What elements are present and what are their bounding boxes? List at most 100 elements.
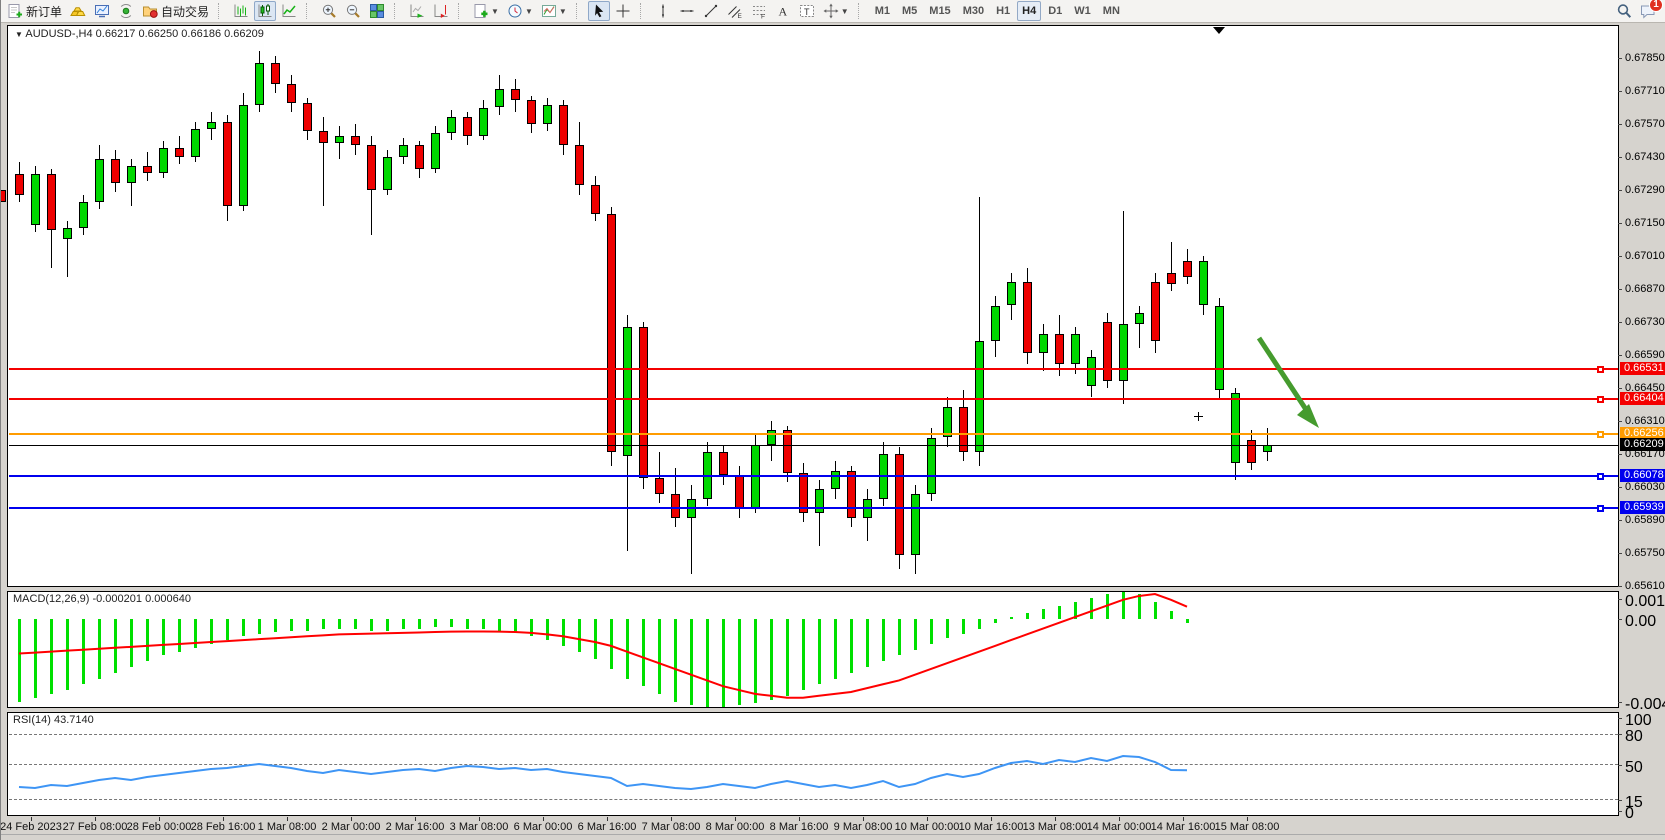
time-axis-label[interactable]: 3 Mar 08:00 (449, 821, 509, 833)
macd-histogram-bar (210, 619, 213, 644)
period-button[interactable]: ▼ (504, 1, 536, 21)
time-axis-label[interactable]: 9 Mar 08:00 (833, 821, 893, 833)
macd-axis-tick (1618, 599, 1622, 600)
macd-histogram-bar (946, 619, 949, 639)
zoom-out-button[interactable] (342, 1, 364, 21)
toolbar-separator (458, 3, 465, 19)
timeframe-h4-button[interactable]: H4 (1017, 1, 1042, 21)
trendline-button[interactable] (700, 1, 722, 21)
candle-body (1231, 392, 1240, 464)
time-axis-label[interactable]: 27 Feb 08:00 (62, 821, 128, 833)
label-button[interactable]: T (796, 1, 818, 21)
candles-chart-button[interactable] (254, 1, 277, 21)
macd-histogram-bar (530, 619, 533, 637)
line-chart-button[interactable] (278, 1, 300, 21)
time-axis-tick (863, 817, 864, 821)
level-line-pivot[interactable] (9, 432, 1618, 435)
notifications-button[interactable]: 1 (1637, 0, 1663, 21)
time-axis-label[interactable]: 14 Mar 00:00 (1086, 821, 1152, 833)
level-line-handle[interactable] (1597, 472, 1604, 480)
search-button[interactable] (1613, 1, 1635, 21)
bars-chart-button[interactable] (230, 1, 252, 21)
channel-button[interactable]: E (724, 1, 746, 21)
level-line-resistance[interactable] (9, 397, 1618, 400)
autotrade-button[interactable]: 自动交易 (139, 1, 212, 21)
chart-shift-button[interactable] (430, 1, 452, 21)
auto-scroll-button[interactable] (406, 1, 428, 21)
svg-text:E: E (737, 13, 742, 19)
level-line-handle[interactable] (1597, 365, 1604, 373)
gold-button[interactable] (67, 1, 89, 21)
candle-body (1119, 324, 1128, 381)
timeframe-mn-button[interactable]: MN (1102, 5, 1120, 17)
crosshair-button[interactable] (612, 1, 634, 21)
price-axis-label: 0.65750 (1625, 547, 1665, 559)
rsi-label: RSI(14) 43.7140 (13, 714, 94, 726)
level-line-support[interactable] (9, 507, 1618, 510)
timeframe-m30-button[interactable]: M30 (962, 5, 985, 17)
tile-windows-button[interactable] (366, 1, 388, 21)
timeframe-m1-button[interactable]: M1 (874, 5, 890, 17)
chart-menu-icon[interactable]: ▼ (15, 30, 23, 39)
level-line-handle[interactable] (1597, 430, 1604, 438)
rsi-axis-label: 50 (1625, 759, 1643, 776)
fibonacci-button[interactable]: F (748, 1, 770, 21)
candle-wick (1123, 211, 1124, 405)
time-axis-label[interactable]: 6 Mar 00:00 (513, 821, 573, 833)
candle-wick (1139, 305, 1140, 348)
signals-button[interactable] (115, 1, 137, 21)
cursor-button[interactable] (587, 1, 610, 21)
new-order-button[interactable]: 新订单 (4, 1, 65, 21)
price-axis-label: 0.67430 (1625, 151, 1665, 163)
candle-wick (1171, 241, 1172, 292)
shapes-button[interactable]: ▼ (820, 1, 852, 21)
horizontal-line-button[interactable] (676, 1, 698, 21)
candle-body (399, 145, 408, 157)
shapes-icon (823, 3, 839, 19)
time-axis-label[interactable]: 8 Mar 00:00 (705, 821, 765, 833)
macd-histogram-bar (562, 619, 565, 646)
time-axis-tick (735, 817, 736, 821)
time-axis-label[interactable]: 10 Mar 00:00 (894, 821, 960, 833)
svg-text:F: F (761, 14, 765, 20)
time-axis-label[interactable]: 6 Mar 16:00 (577, 821, 637, 833)
time-axis-label[interactable]: 8 Mar 16:00 (769, 821, 829, 833)
time-axis-label[interactable]: 24 Feb 2023 (0, 821, 62, 833)
time-axis-tick (607, 817, 608, 821)
level-line-support[interactable] (9, 474, 1618, 477)
time-axis-label[interactable]: 13 Mar 08:00 (1022, 821, 1088, 833)
candle-body (1023, 281, 1032, 353)
macd-histogram-bar (354, 619, 357, 629)
time-axis-label[interactable]: 14 Mar 16:00 (1150, 821, 1216, 833)
add-indicator-button[interactable]: ▼ (470, 1, 502, 21)
time-axis-label[interactable]: 15 Mar 08:00 (1214, 821, 1280, 833)
level-line-handle[interactable] (1597, 395, 1604, 403)
time-axis-label[interactable]: 10 Mar 16:00 (958, 821, 1024, 833)
time-axis-label[interactable]: 2 Mar 00:00 (321, 821, 381, 833)
macd-histogram-bar (258, 619, 261, 635)
timeframe-m15-button[interactable]: M15 (929, 5, 951, 17)
timeframe-m5-button[interactable]: M5 (902, 5, 918, 17)
macd-pane[interactable] (7, 591, 1619, 708)
timeframe-h1-button[interactable]: H1 (996, 5, 1011, 17)
time-axis-label[interactable]: 28 Feb 00:00 (126, 821, 192, 833)
time-axis-label[interactable]: 7 Mar 08:00 (641, 821, 701, 833)
level-line-resistance[interactable] (9, 367, 1618, 370)
time-axis-label[interactable]: 28 Feb 16:00 (190, 821, 256, 833)
macd-histogram-bar (1058, 605, 1061, 619)
timeframe-d1-button[interactable]: D1 (1048, 5, 1063, 17)
zoom-in-button[interactable] (318, 1, 340, 21)
text-button[interactable]: A (772, 1, 794, 21)
time-axis-label[interactable]: 1 Mar 08:00 (257, 821, 317, 833)
candle-body (799, 472, 808, 513)
terminal-button[interactable] (91, 1, 113, 21)
price-flag: 0.65939 (1620, 501, 1665, 515)
chart-shift-marker[interactable] (1213, 27, 1225, 34)
timeframe-w1-button[interactable]: W1 (1074, 5, 1091, 17)
time-axis-label[interactable]: 2 Mar 16:00 (385, 821, 445, 833)
vertical-line-button[interactable] (652, 1, 674, 21)
notification-badge: 1 (1649, 0, 1663, 12)
template-button[interactable]: ▼ (538, 1, 570, 21)
main-chart-pane[interactable] (7, 25, 1619, 587)
level-line-handle[interactable] (1597, 505, 1604, 513)
